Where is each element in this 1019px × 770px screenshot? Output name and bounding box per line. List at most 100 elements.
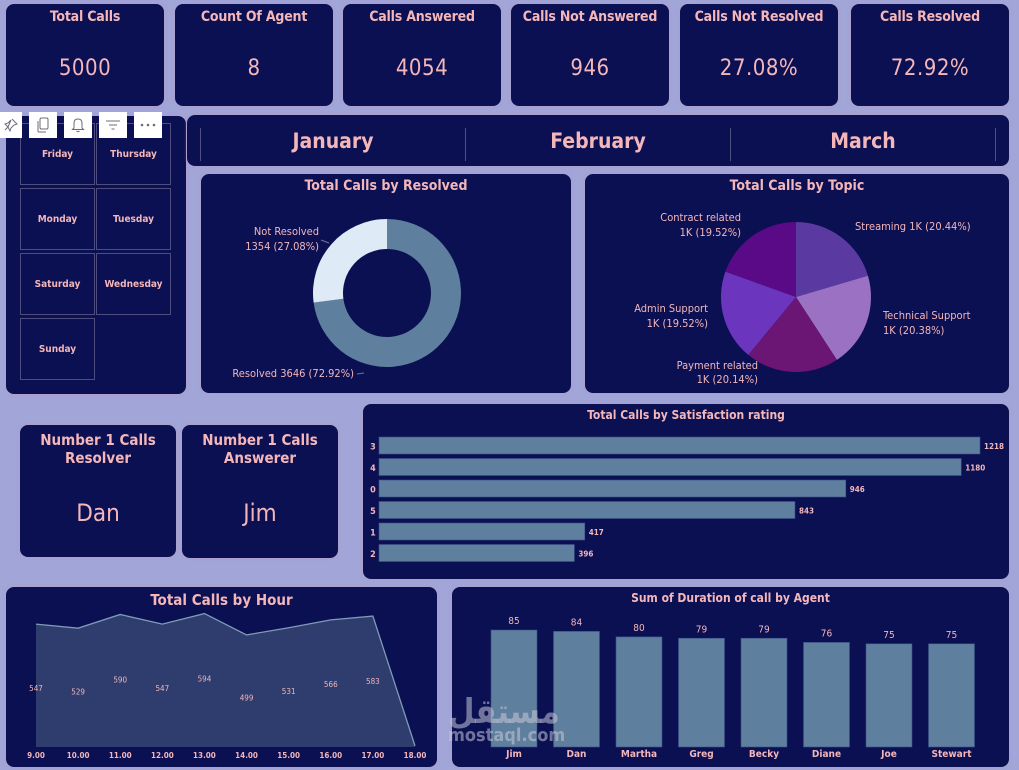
kpi-calls-not-answered[interactable]: Calls Not Answered 946 — [511, 4, 669, 106]
top-resolver-card[interactable]: Number 1 Calls Resolver Dan — [20, 425, 176, 557]
day-option-wednesday[interactable]: Wednesday — [96, 253, 171, 315]
kpi-calls-not-resolved[interactable]: Calls Not Resolved 27.08% — [680, 4, 838, 106]
donut-plot: Not Resolved 1354 (27.08%) Resolved 3646 (… — [232, 219, 462, 380]
value-label: 79 — [696, 624, 708, 635]
pie-slice-payment-related — [748, 297, 837, 372]
month-option-january[interactable]: January — [292, 128, 374, 153]
x-tick-label: Becky — [749, 749, 779, 760]
kpi-calls-resolved[interactable]: Calls Resolved 72.92% — [851, 4, 1009, 106]
filter-icon[interactable] — [99, 112, 127, 138]
day-option-tuesday[interactable]: Tuesday — [96, 188, 171, 250]
bell-icon[interactable] — [64, 112, 92, 138]
day-option-sunday[interactable]: Sunday — [20, 318, 95, 380]
pin-icon[interactable] — [0, 112, 22, 138]
pie-slice-contract-related — [725, 222, 796, 297]
kpi-calls-answered[interactable]: Calls Answered 4054 — [343, 4, 501, 106]
kpi-value: 8 — [247, 56, 261, 81]
copy-icon[interactable] — [29, 112, 57, 138]
value-label: 1180 — [965, 464, 985, 473]
separator — [465, 128, 466, 161]
area-fill — [36, 613, 415, 747]
data-label: 1K (19.52%) — [647, 317, 709, 330]
x-tick-label: Dan — [567, 749, 587, 760]
x-tick-label: Joe — [880, 749, 897, 760]
kpi-title: Calls Not Answered — [522, 9, 658, 25]
top-answerer-card[interactable]: Number 1 Calls Answerer Jim — [182, 425, 338, 558]
value-label: 499 — [240, 694, 254, 703]
kpi-count-of-agent[interactable]: Count Of Agent 8 — [175, 4, 333, 106]
x-tick-label: 9.00 — [27, 751, 45, 760]
data-label: Resolved 3646 (72.92%) — [232, 367, 354, 380]
pie-slice-technical-support — [796, 275, 871, 360]
leader-line — [320, 239, 330, 244]
data-label: Streaming 1K (20.44%) — [855, 220, 971, 233]
pie-plot: Streaming 1K (20.44%) Technical Support 1K… — [634, 211, 971, 386]
bar — [553, 631, 600, 748]
satisfaction-bar-chart[interactable]: Total Calls by Satisfaction rating 3 1218… — [363, 404, 1009, 579]
value-label: 417 — [589, 528, 604, 537]
hour-area-chart[interactable]: Total Calls by Hour 547 529 590 547 594 499 53… — [6, 587, 437, 767]
card-value: Dan — [76, 499, 120, 527]
x-tick-label: 13.00 — [193, 751, 216, 760]
visual-header-toolbar — [0, 112, 162, 138]
kpi-total-calls[interactable]: Total Calls 5000 — [6, 4, 164, 106]
bar — [865, 643, 913, 748]
kpi-title: Count Of Agent — [200, 9, 308, 25]
day-option-monday[interactable]: Monday — [20, 188, 95, 250]
value-label: 75 — [946, 630, 957, 641]
bar — [740, 637, 788, 748]
value-label: 84 — [571, 617, 583, 628]
value-label: 843 — [799, 507, 814, 516]
leader-line — [356, 372, 365, 375]
card-title: Number 1 Calls Answerer — [202, 431, 318, 467]
kpi-value: 27.08% — [719, 56, 799, 81]
value-label: 76 — [821, 628, 833, 639]
month-option-march[interactable]: March — [830, 128, 896, 153]
more-options-icon[interactable] — [134, 112, 162, 138]
value-label: 531 — [282, 687, 296, 696]
kpi-title: Calls Answered — [369, 9, 475, 25]
bar — [678, 637, 725, 748]
topic-pie-chart[interactable]: Total Calls by Topic Streaming 1K (20.44… — [585, 174, 1009, 393]
category-label: 1 — [370, 529, 376, 539]
resolved-donut-chart[interactable]: Total Calls by Resolved Not Resolved 1354… — [201, 174, 571, 393]
x-tick-label: 14.00 — [235, 751, 258, 760]
bar — [378, 479, 847, 498]
kpi-value: 72.92% — [890, 56, 970, 81]
x-tick-label: Diane — [812, 749, 841, 760]
day-option-saturday[interactable]: Saturday — [20, 253, 95, 315]
chart-title: Total Calls by Resolved — [304, 178, 468, 194]
data-label: Admin Support — [634, 302, 708, 315]
day-option-thursday[interactable]: Thursday — [96, 123, 171, 185]
bar — [378, 522, 586, 541]
chart-title: Total Calls by Topic — [729, 178, 865, 194]
pie-slice-admin-support — [721, 271, 796, 355]
kpi-title: Calls Resolved — [880, 9, 980, 25]
chart-title: Sum of Duration of call by Agent — [631, 591, 830, 605]
x-tick-label: Martha — [621, 749, 657, 760]
day-option-friday[interactable]: Friday — [20, 123, 95, 185]
month-option-february[interactable]: February — [550, 128, 646, 153]
donut-slice-resolved — [313, 219, 462, 367]
value-label: 566 — [324, 680, 338, 689]
separator — [200, 128, 201, 161]
category-label: 4 — [370, 464, 376, 474]
donut-slice-not-resolved — [313, 219, 387, 303]
kpi-value: 5000 — [58, 56, 112, 81]
chart-title: Total Calls by Satisfaction rating — [587, 408, 785, 422]
x-tick-label: 10.00 — [67, 751, 90, 760]
value-label: 594 — [198, 675, 212, 684]
data-label: 1K (20.14%) — [697, 373, 759, 386]
value-label: 75 — [883, 630, 894, 641]
bar — [378, 501, 796, 519]
card-title: Number 1 Calls Resolver — [40, 431, 156, 467]
data-label: 1K (19.52%) — [680, 226, 742, 239]
duration-bar-chart[interactable]: Sum of Duration of call by Agent 85 Jim 84… — [452, 587, 1009, 767]
kpi-title: Calls Not Resolved — [694, 9, 824, 25]
kpi-title: Total Calls — [49, 9, 121, 25]
month-slicer: January February March — [187, 115, 1009, 166]
value-label: 80 — [633, 623, 645, 634]
day-slicer: Friday Thursday Monday Tuesday Saturday … — [6, 116, 186, 394]
bar — [803, 642, 850, 748]
data-label: Not Resolved — [254, 225, 319, 238]
